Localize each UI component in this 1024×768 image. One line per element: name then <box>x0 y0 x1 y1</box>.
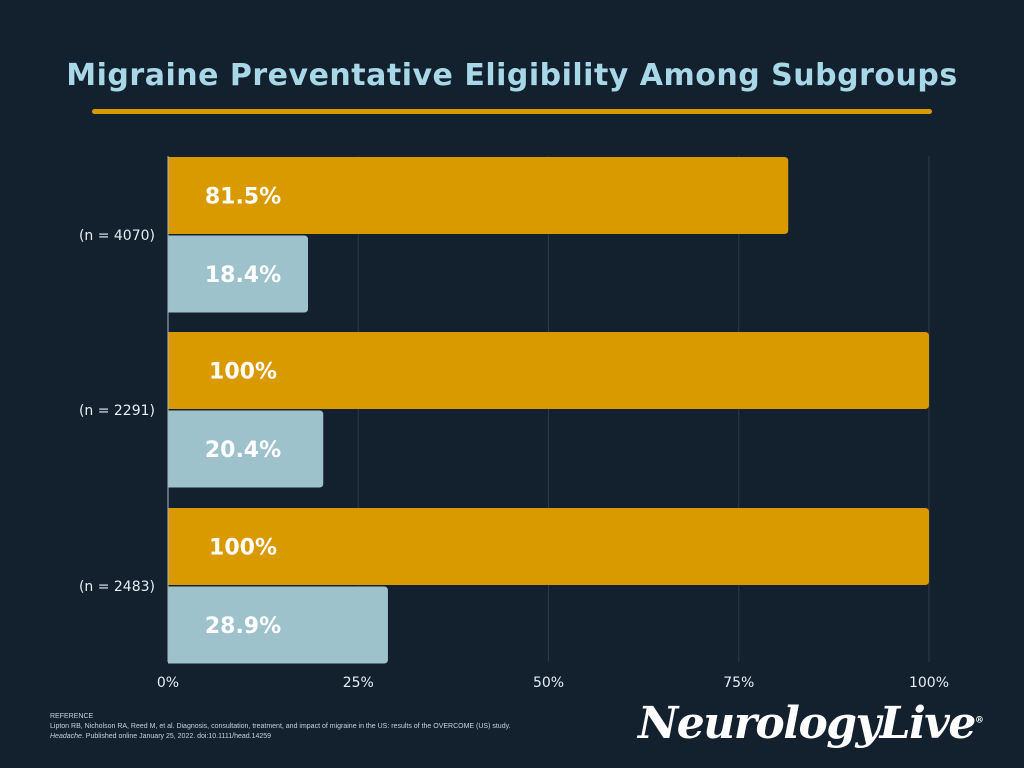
reference-block: REFERENCE Lipton RB, Nicholson RA, Reed … <box>50 712 610 742</box>
x-tick-label: 75% <box>723 675 754 691</box>
category-label: (n = 2291) <box>79 403 155 419</box>
reference-journal: Headache <box>50 733 82 740</box>
bar-value-label: 100% <box>209 536 277 561</box>
x-tick-label: 0% <box>157 675 179 691</box>
logo-text: NeurologyLive <box>638 698 976 749</box>
bar <box>168 586 388 664</box>
bar <box>168 332 929 409</box>
bar <box>168 410 324 488</box>
registered-mark: ® <box>974 715 984 726</box>
bar-value-label: 28.9% <box>205 614 281 639</box>
bar-chart: 81.5% 18.4% (n = 4070) 100% 20.4% (n = 2291) 1… <box>79 156 949 691</box>
bar <box>168 157 789 234</box>
reference-citation: Lipton RB, Nicholson RA, Reed M, et al. … <box>50 723 511 730</box>
chart-title: Migraine Preventative Eligibility Among … <box>66 58 958 93</box>
reference-publication-details: . Published online January 25, 2022. doi… <box>81 733 272 740</box>
reference-publication: Headache. Published online January 25, 2… <box>50 732 610 742</box>
bar <box>167 235 309 313</box>
title-underline <box>92 109 932 114</box>
reference-heading: REFERENCE <box>50 713 94 720</box>
bar-value-label: 18.4% <box>205 263 281 288</box>
category-label: (n = 2483) <box>79 579 155 595</box>
bar-value-label: 100% <box>209 360 277 385</box>
x-tick-label: 25% <box>343 675 374 691</box>
bar-value-label: 81.5% <box>205 185 281 210</box>
category-label: (n = 4070) <box>79 228 155 244</box>
neurologylive-logo: NeurologyLive® <box>638 698 998 749</box>
bar <box>168 508 929 585</box>
x-tick-label: 50% <box>533 675 564 691</box>
bar-value-label: 20.4% <box>205 438 281 463</box>
x-tick-label: 100% <box>909 675 949 691</box>
